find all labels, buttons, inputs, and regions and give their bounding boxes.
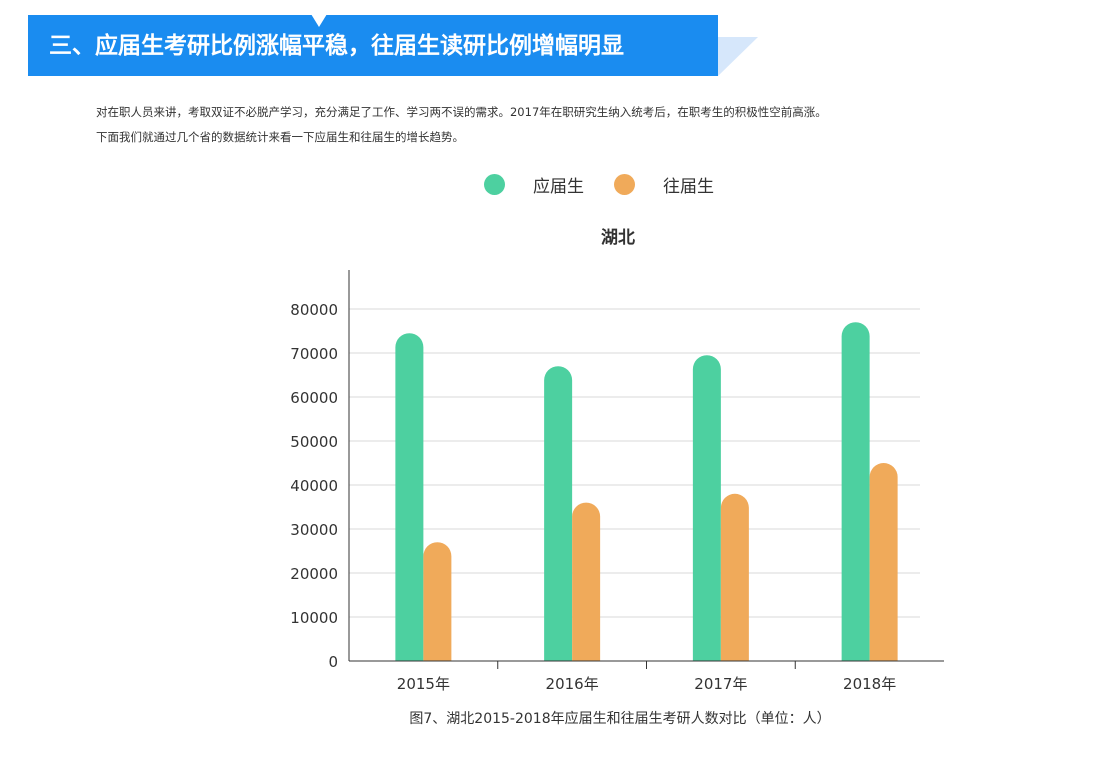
legend-marker-series-1 [614, 173, 635, 195]
figure-caption: 图7、湖北2015-2018年应届生和往届生考研人数对比（单位：人） [409, 711, 831, 727]
y-tick-label: 50000 [290, 433, 338, 451]
y-tick-label: 80000 [290, 301, 338, 319]
chart-legend: 应届生 往届生 [484, 170, 744, 198]
y-tick-label: 10000 [290, 609, 338, 627]
y-tick-label: 30000 [290, 521, 338, 539]
bars [395, 322, 898, 661]
axes: 0 10000 20000 30000 40000 50000 60000 70000 8000… [290, 270, 944, 693]
section-title: 三、应届生考研比例涨幅平稳，往届生读研比例增幅明显 [49, 33, 624, 59]
legend-marker-series-0 [484, 173, 505, 195]
bar-series-0-1 [544, 366, 573, 661]
legend-item-series-1[interactable]: 往届生 [614, 172, 714, 197]
legend-item-series-0[interactable]: 应届生 [484, 172, 584, 197]
bar-series-0-3 [841, 322, 870, 661]
intro-line-2: 下面我们就通过几个省的数据统计来看一下应届生和往届生的增长趋势。 [96, 130, 464, 144]
y-tick-label: 60000 [290, 389, 338, 407]
x-tick-label: 2017年 [694, 675, 747, 693]
bar-series-0-0 [395, 333, 424, 661]
legend-label-series-0: 应届生 [533, 176, 584, 197]
intro-paragraph: 对在职人员来讲，考取双证不必脱产学习，充分满足了工作、学习两不误的需求。2017… [96, 100, 1056, 150]
bar-series-0-2 [692, 355, 721, 661]
section-banner [28, 15, 718, 76]
y-tick-label: 0 [328, 653, 338, 671]
bar-series-1-1 [572, 502, 601, 661]
x-tick-label: 2015年 [397, 675, 450, 693]
bar-series-1-3 [869, 463, 898, 661]
bar-series-1-2 [720, 493, 749, 661]
chart-title: 湖北 [601, 228, 635, 248]
y-tick-label: 20000 [290, 565, 338, 583]
banner-tail [718, 37, 758, 76]
legend-label-series-1: 往届生 [663, 176, 714, 197]
intro-line-1: 对在职人员来讲，考取双证不必脱产学习，充分满足了工作、学习两不误的需求。2017… [96, 105, 827, 119]
bar-series-1-0 [423, 542, 452, 661]
x-tick-label: 2018年 [843, 675, 896, 693]
banner-notch [311, 14, 327, 27]
x-tick-label: 2016年 [546, 675, 599, 693]
y-tick-label: 70000 [290, 345, 338, 363]
y-tick-label: 40000 [290, 477, 338, 495]
